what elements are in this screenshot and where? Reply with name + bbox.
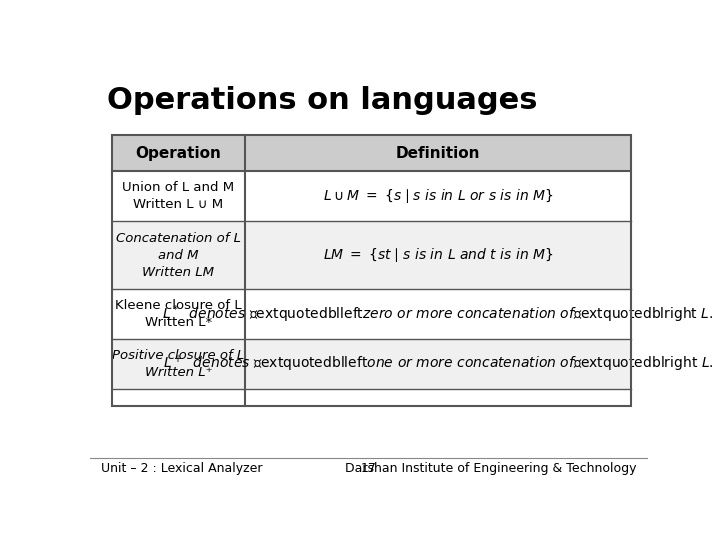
Text: Definition: Definition xyxy=(396,146,480,161)
Bar xyxy=(112,289,631,339)
Text: $L^*\ \ denotes\ \text{\textquotedblleft}zero\ or\ more\ concatenation\ of\text{: $L^*\ \ denotes\ \text{\textquotedblleft… xyxy=(162,303,714,325)
Bar xyxy=(112,221,631,289)
Text: $LM\ =\ \{st\mid s\ is\ in\ L\ and\ t\ is\ in\ M\}$: $LM\ =\ \{st\mid s\ is\ in\ L\ and\ t\ i… xyxy=(323,246,553,264)
Text: $L \cup M\ =\ \{s\mid s\ is\ in\ L\ or\ s\ is\ in\ M\}$: $L \cup M\ =\ \{s\mid s\ is\ in\ L\ or\ … xyxy=(323,187,553,205)
Text: Concatenation of L
and M
Written LM: Concatenation of L and M Written LM xyxy=(116,232,241,279)
Text: $L^+\ \ denotes\ \text{\textquotedblleft}one\ or\ more\ concatenation\ of\text{\: $L^+\ \ denotes\ \text{\textquotedblleft… xyxy=(163,354,714,374)
Bar xyxy=(112,136,631,406)
Text: Darshan Institute of Engineering & Technology: Darshan Institute of Engineering & Techn… xyxy=(346,462,637,475)
Text: 17: 17 xyxy=(361,462,377,475)
Text: Union of L and M
Written L ∪ M: Union of L and M Written L ∪ M xyxy=(122,181,235,211)
Text: Unit – 2 : Lexical Analyzer: Unit – 2 : Lexical Analyzer xyxy=(101,462,263,475)
Text: Operations on languages: Operations on languages xyxy=(107,85,537,114)
Bar xyxy=(112,136,631,171)
Text: Operation: Operation xyxy=(135,146,222,161)
Text: Positive closure of L
Written L⁺: Positive closure of L Written L⁺ xyxy=(112,349,245,379)
Text: Kleene closure of L
Written L*: Kleene closure of L Written L* xyxy=(115,299,242,329)
Bar xyxy=(112,339,631,389)
Bar xyxy=(112,171,631,221)
